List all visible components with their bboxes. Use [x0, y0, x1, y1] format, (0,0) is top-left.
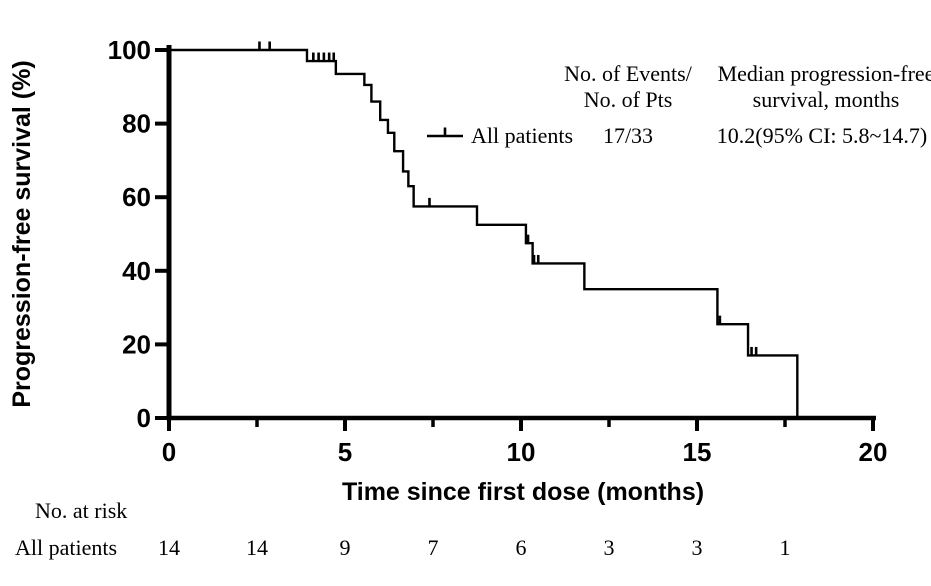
at-risk-count: 14: [246, 535, 268, 560]
at-risk-header: No. at risk: [35, 498, 127, 523]
y-tick-label: 20: [122, 329, 151, 359]
legend-header-median-line1: Median progression-free: [718, 61, 931, 86]
legend-header-events-line1: No. of Events/: [564, 61, 693, 86]
x-tick-label: 5: [338, 437, 352, 467]
at-risk-count: 1: [780, 535, 791, 560]
x-tick-label: 10: [507, 437, 536, 467]
at-risk-count: 14: [158, 535, 180, 560]
x-tick-label: 15: [683, 437, 712, 467]
at-risk-count: 3: [692, 535, 703, 560]
y-tick-label: 80: [122, 109, 151, 139]
at-risk-count: 3: [604, 535, 615, 560]
at-risk-row-label: All patients: [15, 535, 117, 560]
at-risk-count: 9: [340, 535, 351, 560]
x-tick-label: 20: [859, 437, 888, 467]
y-tick-label: 60: [122, 182, 151, 212]
x-axis-title: Time since first dose (months): [342, 478, 704, 506]
legend-header-events-line2: No. of Pts: [584, 87, 673, 112]
at-risk-count: 6: [516, 535, 527, 560]
legend-header-median-line2: survival, months: [753, 87, 900, 112]
y-tick-label: 40: [122, 256, 151, 286]
y-tick-label: 100: [108, 35, 151, 65]
y-axis-title: Progression-free survival (%): [8, 60, 36, 407]
plot-generated-layer: 0 20 40 60 80 100 0 5 10 15 20 14 14 9 7 6 3 3 1: [108, 35, 888, 560]
at-risk-count: 7: [428, 535, 439, 560]
y-tick-label: 0: [137, 403, 151, 433]
km-curve: [169, 48, 799, 418]
legend-events-value: 17/33: [603, 123, 653, 148]
legend-series-label: All patients: [471, 123, 573, 148]
legend-median-value: 10.2(95% CI: 5.8~14.7): [717, 123, 928, 148]
x-tick-label: 0: [162, 437, 176, 467]
